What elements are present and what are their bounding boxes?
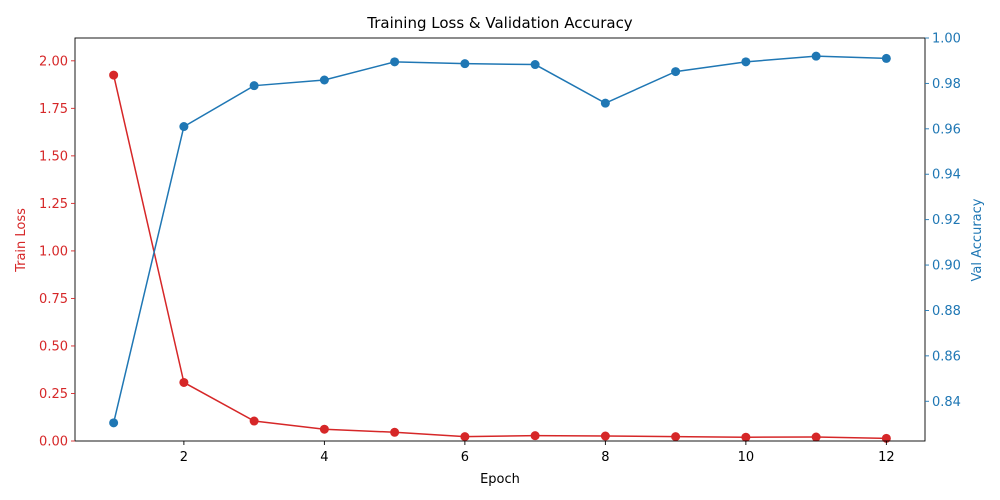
right-y-tick-label-0.96: 0.96 — [932, 122, 961, 137]
x-tick-label-2: 2 — [180, 450, 188, 465]
right-y-tick-label-0.86: 0.86 — [932, 349, 961, 364]
train-loss-point-epoch-10 — [741, 432, 751, 442]
train-loss-point-epoch-6 — [460, 432, 470, 442]
val-accuracy-point-epoch-12 — [881, 53, 891, 63]
val-accuracy-point-epoch-4 — [319, 75, 329, 85]
left-axis-title: Train Loss — [14, 208, 29, 273]
train-loss-point-epoch-3 — [249, 416, 259, 426]
train-loss-point-epoch-4 — [319, 424, 329, 434]
train-loss-point-epoch-11 — [811, 432, 821, 442]
right-y-tick-label-0.84: 0.84 — [932, 395, 961, 410]
left-y-tick-label-1.50: 1.50 — [39, 149, 68, 164]
train-loss-point-epoch-2 — [179, 377, 189, 387]
left-y-tick-label-0.00: 0.00 — [39, 435, 68, 450]
axes: 2 4 6 8 10 12 0.00 0.25 0.50 0.75 1.00 1.25 1.50 1.75… — [39, 32, 961, 466]
left-y-tick-label-1.75: 1.75 — [39, 102, 68, 117]
right-y-tick-label-0.98: 0.98 — [932, 77, 961, 92]
val-accuracy-point-epoch-7 — [530, 60, 540, 70]
val-accuracy-point-epoch-1 — [109, 418, 119, 428]
train-loss-point-epoch-7 — [530, 431, 540, 441]
plot-area — [109, 51, 891, 443]
val-accuracy-point-epoch-6 — [460, 59, 470, 69]
train-loss-point-epoch-8 — [600, 431, 610, 441]
right-y-tick-label-0.94: 0.94 — [932, 168, 961, 183]
val-accuracy-point-epoch-9 — [671, 67, 681, 77]
left-y-tick-label-0.25: 0.25 — [39, 387, 68, 402]
right-y-tick-label-0.88: 0.88 — [932, 304, 961, 319]
right-y-tick-label-1.00: 1.00 — [932, 32, 961, 47]
left-y-tick-label-1.00: 1.00 — [39, 244, 68, 259]
train-loss-point-epoch-1 — [109, 70, 119, 80]
val-accuracy-point-epoch-10 — [741, 57, 751, 67]
left-y-tick-label-0.75: 0.75 — [39, 292, 68, 307]
x-tick-label-4: 4 — [320, 450, 328, 465]
right-axis-title: Val Accuracy — [970, 198, 985, 281]
x-axis-title: Epoch — [480, 472, 520, 487]
val-accuracy-point-epoch-8 — [600, 98, 610, 108]
chart-title: Training Loss & Validation Accuracy — [366, 14, 633, 32]
x-tick-label-10: 10 — [738, 450, 755, 465]
plot-frame — [74, 37, 926, 442]
val-accuracy-point-epoch-2 — [179, 122, 189, 132]
val-accuracy-point-epoch-5 — [390, 57, 400, 67]
left-y-tick-label-1.25: 1.25 — [39, 197, 68, 212]
train-loss-point-epoch-9 — [671, 432, 681, 442]
val-accuracy-point-epoch-3 — [249, 81, 259, 91]
right-y-tick-label-0.90: 0.90 — [932, 259, 961, 274]
left-y-tick-label-0.50: 0.50 — [39, 339, 68, 354]
val-accuracy-line — [112, 55, 887, 424]
val-accuracy-point-epoch-11 — [811, 51, 821, 61]
x-tick-label-12: 12 — [878, 450, 895, 465]
right-y-tick-label-0.92: 0.92 — [932, 213, 961, 228]
left-y-tick-label-2.00: 2.00 — [39, 54, 68, 69]
train-loss-point-epoch-5 — [390, 427, 400, 437]
train-loss-line — [112, 74, 887, 440]
x-tick-label-8: 8 — [601, 450, 609, 465]
x-tick-label-6: 6 — [461, 450, 469, 465]
